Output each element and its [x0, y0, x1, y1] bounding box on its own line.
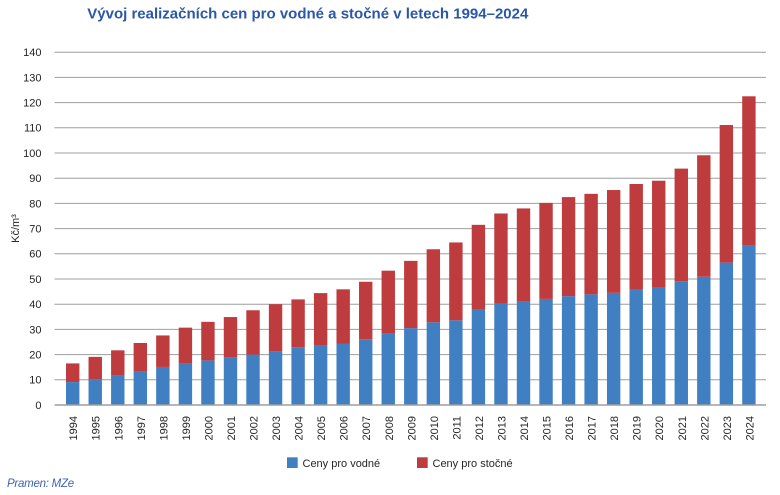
svg-text:40: 40	[29, 299, 41, 311]
svg-text:2000: 2000	[203, 416, 215, 440]
svg-text:1996: 1996	[113, 416, 125, 440]
svg-text:Kč/m³: Kč/m³	[10, 214, 22, 243]
svg-text:2020: 2020	[654, 416, 666, 440]
svg-text:100: 100	[23, 148, 41, 160]
svg-text:2010: 2010	[429, 416, 441, 440]
svg-text:110: 110	[24, 123, 42, 135]
svg-text:10: 10	[29, 375, 41, 387]
svg-text:2011: 2011	[451, 416, 463, 440]
svg-text:1998: 1998	[158, 416, 170, 440]
svg-text:Vývoj realizačních cen pro vod: Vývoj realizačních cen pro vodné a stočn…	[87, 6, 529, 23]
svg-text:130: 130	[23, 72, 41, 84]
svg-text:Ceny pro stočné: Ceny pro stočné	[433, 458, 513, 470]
svg-text:2022: 2022	[699, 416, 711, 440]
svg-text:2018: 2018	[609, 416, 621, 440]
svg-text:2016: 2016	[564, 416, 576, 440]
svg-text:Pramen: MZe: Pramen: MZe	[7, 478, 74, 490]
svg-text:120: 120	[23, 98, 41, 110]
svg-text:2019: 2019	[632, 416, 644, 440]
svg-text:2024: 2024	[744, 416, 756, 440]
svg-text:1995: 1995	[91, 416, 103, 440]
svg-text:90: 90	[29, 173, 41, 185]
svg-text:140: 140	[23, 47, 41, 59]
svg-text:2006: 2006	[339, 416, 351, 440]
svg-text:2003: 2003	[271, 416, 283, 440]
svg-text:2007: 2007	[361, 416, 373, 440]
svg-text:2004: 2004	[294, 416, 306, 440]
svg-text:Ceny pro vodné: Ceny pro vodné	[303, 458, 381, 470]
svg-text:1999: 1999	[181, 416, 193, 440]
svg-text:2009: 2009	[406, 416, 418, 440]
svg-text:60: 60	[29, 249, 41, 261]
svg-text:2015: 2015	[542, 416, 554, 440]
svg-text:2013: 2013	[496, 416, 508, 440]
svg-text:80: 80	[29, 198, 41, 210]
svg-text:20: 20	[29, 350, 41, 362]
svg-text:2001: 2001	[226, 416, 238, 440]
svg-text:2002: 2002	[249, 416, 261, 440]
svg-text:1997: 1997	[136, 416, 148, 440]
svg-text:2008: 2008	[384, 416, 396, 440]
svg-text:2017: 2017	[587, 416, 599, 440]
svg-text:50: 50	[29, 274, 41, 286]
svg-text:2021: 2021	[677, 416, 689, 440]
svg-text:0: 0	[35, 400, 41, 412]
svg-text:70: 70	[29, 224, 41, 236]
svg-text:2014: 2014	[519, 416, 531, 440]
svg-text:30: 30	[29, 324, 41, 336]
svg-text:2012: 2012	[474, 416, 486, 440]
svg-text:2005: 2005	[316, 416, 328, 440]
svg-text:1994: 1994	[68, 416, 80, 440]
svg-text:2023: 2023	[722, 416, 734, 440]
